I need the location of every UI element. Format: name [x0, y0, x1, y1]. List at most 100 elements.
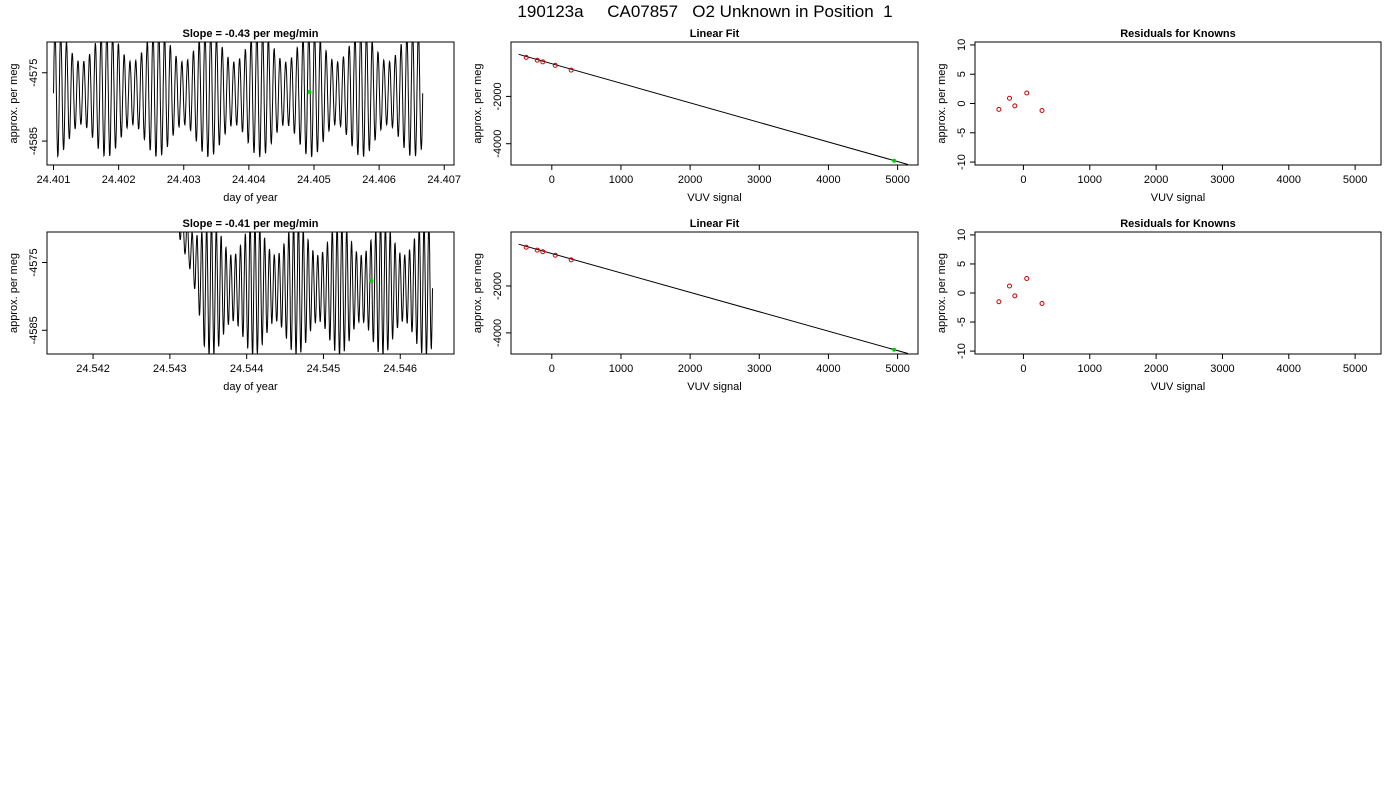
plot-frame: [46, 41, 455, 166]
trace-line: [53, 42, 424, 159]
unknown-point: [307, 89, 312, 94]
panel-6-resid: Residuals for Knowns 0 1000 2000 3000 4000 500…: [936, 218, 1382, 393]
x-tick-label: 3000: [747, 363, 771, 375]
page-title: 190123a CA07857 O2 Unknown in Position 1: [517, 2, 892, 21]
known-point: [552, 62, 558, 68]
panel-1-trace: Slope = -0.43 per meg/min 24.401 24.402 24.…: [8, 28, 461, 204]
y-tick-label: -2000: [492, 82, 504, 110]
panel-title: Slope = -0.41 per meg/min: [182, 218, 318, 230]
x-axis-label: VUV signal: [1151, 381, 1205, 393]
residual-point: [1024, 275, 1030, 281]
x-tick-label: 3000: [1210, 174, 1234, 186]
x-axis-label: VUV signal: [687, 381, 741, 393]
panel-5-fit: Linear Fit 0 1000 2000 3000 4000 5000 -2000 -400…: [472, 218, 919, 393]
y-tick-label: 10: [956, 229, 968, 241]
x-tick-label: 0: [549, 363, 555, 375]
plot-data: [53, 42, 424, 159]
y-tick-label: -4575: [28, 59, 40, 87]
plot-frame: [510, 231, 919, 355]
fit-line: [518, 243, 909, 354]
panel-2-fit: Linear Fit 0 1000 2000 3000 4000 5000 -2000 -400…: [472, 28, 919, 204]
residual-point: [1024, 90, 1030, 96]
residual-point: [1012, 103, 1018, 109]
x-tick-label: 0: [1020, 363, 1026, 375]
y-tick-label: -10: [956, 154, 968, 170]
x-tick-label: 1000: [609, 174, 633, 186]
y-axis-label: approx. per meg: [8, 63, 20, 143]
known-point: [534, 247, 540, 253]
residual-point: [996, 299, 1002, 305]
plot-data: [518, 53, 909, 165]
x-tick-label: 1000: [1078, 363, 1102, 375]
plot-frame: [974, 231, 1382, 355]
y-tick-label: 5: [956, 71, 968, 77]
y-axis-label: approx. per meg: [472, 63, 484, 143]
known-point: [568, 67, 574, 73]
y-axis-label: approx. per meg: [936, 63, 948, 143]
x-tick-label: 4000: [1277, 174, 1301, 186]
panel-title: Residuals for Knowns: [1120, 218, 1236, 230]
y-tick-label: -5: [956, 128, 968, 138]
plot-data: [996, 90, 1045, 114]
x-tick-label: 1000: [1078, 174, 1102, 186]
unknown-point: [892, 347, 897, 352]
residual-point: [1039, 108, 1045, 114]
panel-title: Linear Fit: [690, 28, 740, 40]
x-axis-label: VUV signal: [1151, 192, 1205, 204]
x-tick-label: 4000: [1277, 363, 1301, 375]
residual-point: [1006, 95, 1012, 101]
x-tick-label: 24.404: [232, 174, 266, 186]
unknown-point: [892, 158, 897, 163]
y-axis-label: approx. per meg: [472, 253, 484, 333]
residual-point: [1006, 283, 1012, 289]
unknown-point: [369, 278, 374, 283]
plot-frame: [974, 41, 1382, 166]
x-tick-label: 3000: [747, 174, 771, 186]
y-tick-label: -4000: [492, 130, 504, 158]
residual-point: [1012, 293, 1018, 299]
x-tick-label: 24.406: [362, 174, 396, 186]
panel-title: Linear Fit: [690, 218, 740, 230]
plot-data: [996, 275, 1045, 306]
x-tick-label: 2000: [678, 363, 702, 375]
x-tick-label: 4000: [816, 174, 840, 186]
x-axis-label: VUV signal: [687, 192, 741, 204]
known-point: [540, 59, 546, 65]
y-tick-label: -4575: [28, 248, 40, 276]
x-tick-label: 3000: [1210, 363, 1234, 375]
x-tick-label: 24.545: [307, 363, 341, 375]
x-tick-label: 24.407: [427, 174, 461, 186]
x-tick-label: 1000: [609, 363, 633, 375]
x-tick-label: 2000: [678, 174, 702, 186]
fit-line: [518, 53, 909, 165]
y-tick-label: 0: [956, 100, 968, 106]
x-axis-label: day of year: [223, 381, 278, 393]
x-tick-label: 5000: [1343, 363, 1367, 375]
plot-frame: [46, 231, 455, 355]
y-axis-label: approx. per meg: [936, 253, 948, 333]
residual-point: [1039, 300, 1045, 306]
x-tick-label: 2000: [1144, 363, 1168, 375]
x-tick-label: 5000: [885, 174, 909, 186]
x-tick-label: 24.543: [153, 363, 187, 375]
known-point: [523, 244, 529, 250]
y-tick-label: -4000: [492, 319, 504, 347]
residual-point: [996, 106, 1002, 112]
known-point: [568, 257, 574, 263]
y-tick-label: 5: [956, 261, 968, 267]
x-tick-label: 0: [1020, 174, 1026, 186]
x-tick-label: 5000: [885, 363, 909, 375]
y-tick-label: -5: [956, 317, 968, 327]
panel-title: Residuals for Knowns: [1120, 28, 1236, 40]
known-point: [540, 249, 546, 255]
known-point: [523, 54, 529, 60]
y-tick-label: -4585: [28, 316, 40, 344]
plot-data: [518, 243, 909, 354]
x-tick-label: 24.402: [102, 174, 136, 186]
x-tick-label: 24.544: [230, 363, 264, 375]
x-tick-label: 24.401: [37, 174, 71, 186]
y-tick-label: -2000: [492, 272, 504, 300]
x-tick-label: 2000: [1144, 174, 1168, 186]
